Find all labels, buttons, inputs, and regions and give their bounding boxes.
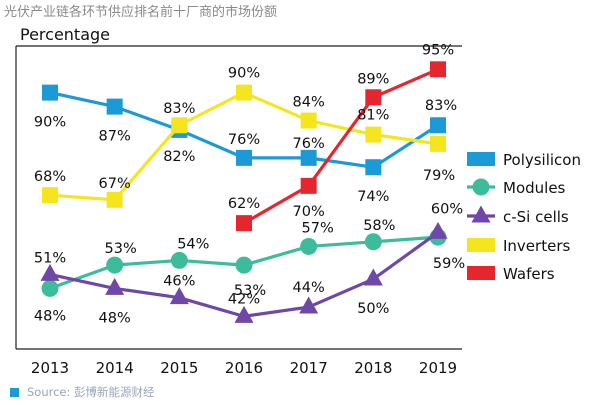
source-square-icon bbox=[10, 388, 19, 397]
data-label: 84% bbox=[293, 95, 325, 111]
data-label: 89% bbox=[357, 71, 389, 87]
x-tick-label: 2016 bbox=[225, 359, 263, 377]
wafers-point bbox=[365, 89, 382, 106]
data-label: 68% bbox=[34, 169, 66, 185]
x-tick-label: 2014 bbox=[96, 359, 134, 377]
data-label: 74% bbox=[357, 189, 389, 205]
data-label: 50% bbox=[357, 301, 389, 317]
inverters-point bbox=[236, 84, 252, 101]
x-tick-label: 2019 bbox=[419, 359, 457, 377]
data-label: 70% bbox=[293, 204, 325, 220]
data-label: 42% bbox=[228, 291, 260, 307]
legend-swatch-marker bbox=[472, 178, 490, 196]
c-si-cells-point bbox=[363, 268, 383, 286]
data-label: 48% bbox=[34, 308, 66, 324]
data-label: 44% bbox=[293, 280, 325, 296]
c-si-cells-point bbox=[234, 305, 254, 323]
inverters-point bbox=[171, 117, 188, 134]
wafers-point bbox=[236, 215, 252, 232]
modules-point bbox=[41, 279, 59, 297]
x-tick-label: 2018 bbox=[354, 359, 392, 377]
data-label: 58% bbox=[363, 218, 395, 234]
data-label: 53% bbox=[105, 241, 137, 257]
c-si-cells-point bbox=[40, 263, 60, 281]
inverters-point bbox=[42, 187, 58, 204]
modules-point bbox=[300, 237, 318, 255]
polysilicon-point bbox=[236, 149, 252, 166]
polysilicon-point bbox=[106, 98, 123, 115]
data-label: 79% bbox=[423, 168, 455, 184]
chart-header-title: 光伏产业链各环节供应排名前十厂商的市场份额 bbox=[4, 5, 278, 20]
legend-label: c-Si cells bbox=[503, 208, 569, 226]
modules-point bbox=[364, 233, 382, 251]
x-tick-label: 2017 bbox=[290, 359, 328, 377]
source-text: Source: 彭博新能源财经 bbox=[27, 385, 155, 399]
data-label: 90% bbox=[34, 115, 66, 131]
modules-point bbox=[235, 256, 253, 274]
polysilicon-point bbox=[42, 84, 58, 101]
data-label: 83% bbox=[425, 98, 457, 114]
data-label: 53% bbox=[234, 283, 266, 299]
data-label: 83% bbox=[163, 101, 195, 117]
wafers-point bbox=[430, 61, 446, 78]
polysilicon-point bbox=[365, 159, 382, 176]
modules-point bbox=[170, 251, 188, 269]
modules-point bbox=[106, 256, 124, 274]
x-tick-label: 2013 bbox=[31, 359, 69, 377]
c-si-cells-point bbox=[428, 221, 448, 239]
data-label: 87% bbox=[99, 129, 131, 145]
c-si-cells-point bbox=[169, 287, 189, 305]
data-label: 62% bbox=[228, 196, 260, 212]
inverters-point bbox=[300, 112, 317, 129]
legend-label: Wafers bbox=[503, 265, 555, 283]
data-label: 76% bbox=[228, 132, 260, 148]
legend-swatch bbox=[467, 266, 495, 280]
data-label: 60% bbox=[431, 201, 463, 217]
data-label: 76% bbox=[293, 136, 325, 152]
data-label: 57% bbox=[302, 220, 334, 236]
data-label: 54% bbox=[177, 236, 209, 252]
data-label: 95% bbox=[422, 42, 454, 58]
polysilicon-point bbox=[430, 117, 446, 134]
data-label: 82% bbox=[163, 149, 195, 165]
polysilicon-point bbox=[300, 149, 317, 166]
data-label: 46% bbox=[163, 274, 195, 290]
data-label: 81% bbox=[357, 108, 389, 124]
legend-label: Polysilicon bbox=[503, 151, 581, 169]
legend-swatch bbox=[467, 152, 495, 166]
legend-swatch bbox=[467, 238, 495, 252]
legend-label: Inverters bbox=[503, 237, 570, 255]
inverters-point bbox=[106, 191, 123, 208]
y-axis-label: Percentage bbox=[20, 25, 110, 44]
legend-swatch-marker bbox=[471, 205, 491, 223]
c-si-cells-point bbox=[299, 296, 319, 314]
wafers-point bbox=[300, 177, 317, 194]
data-label: 67% bbox=[99, 176, 131, 192]
data-label: 90% bbox=[228, 66, 260, 82]
x-tick-label: 2015 bbox=[160, 359, 198, 377]
c-si-cells-point bbox=[105, 277, 125, 295]
wafers-line bbox=[243, 67, 439, 225]
inverters-point bbox=[365, 126, 382, 143]
line-chart: Percentage 2013 2014 2015 2016 2017 2018 2019 90… bbox=[15, 25, 581, 377]
data-label: 48% bbox=[99, 310, 131, 326]
inverters-point bbox=[430, 135, 446, 152]
data-label: 59% bbox=[433, 256, 465, 272]
legend-label: Modules bbox=[503, 179, 566, 197]
source-note: Source: 彭博新能源财经 bbox=[10, 384, 155, 400]
data-label: 51% bbox=[34, 250, 66, 266]
